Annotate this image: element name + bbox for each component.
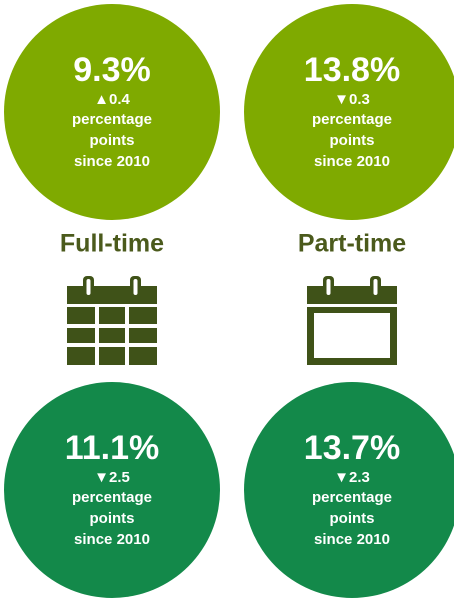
stat-change: ▼2.3 [334,469,370,486]
stat-note: points [90,132,135,149]
stat-note: points [90,510,135,527]
stat-note: percentage [72,489,152,506]
stat-note: percentage [312,489,392,506]
category-label: Full-time [60,230,164,258]
stat-note: points [330,510,375,527]
stat-circle [244,4,454,220]
stat-value: 11.1% [65,429,160,467]
calendar-icon-part [307,276,397,365]
stat-value: 13.8% [304,51,400,89]
stat-note: percentage [72,111,152,128]
stat-value: 9.3% [73,51,151,89]
stat-circle [4,4,220,220]
calendar-icon-full [67,276,157,365]
stat-change: ▼0.3 [334,91,370,108]
stat-change: ▲0.4 [94,91,130,108]
stat-note: since 2010 [314,531,390,548]
stat-note: since 2010 [314,153,390,170]
category-label: Part-time [298,230,406,258]
stat-note: points [330,132,375,149]
stat-change: ▼2.5 [94,469,130,486]
stat-note: percentage [312,111,392,128]
stat-value: 13.7% [304,429,400,467]
stat-note: since 2010 [74,153,150,170]
stat-circle [4,382,220,598]
stat-circle [244,382,454,598]
stat-note: since 2010 [74,531,150,548]
